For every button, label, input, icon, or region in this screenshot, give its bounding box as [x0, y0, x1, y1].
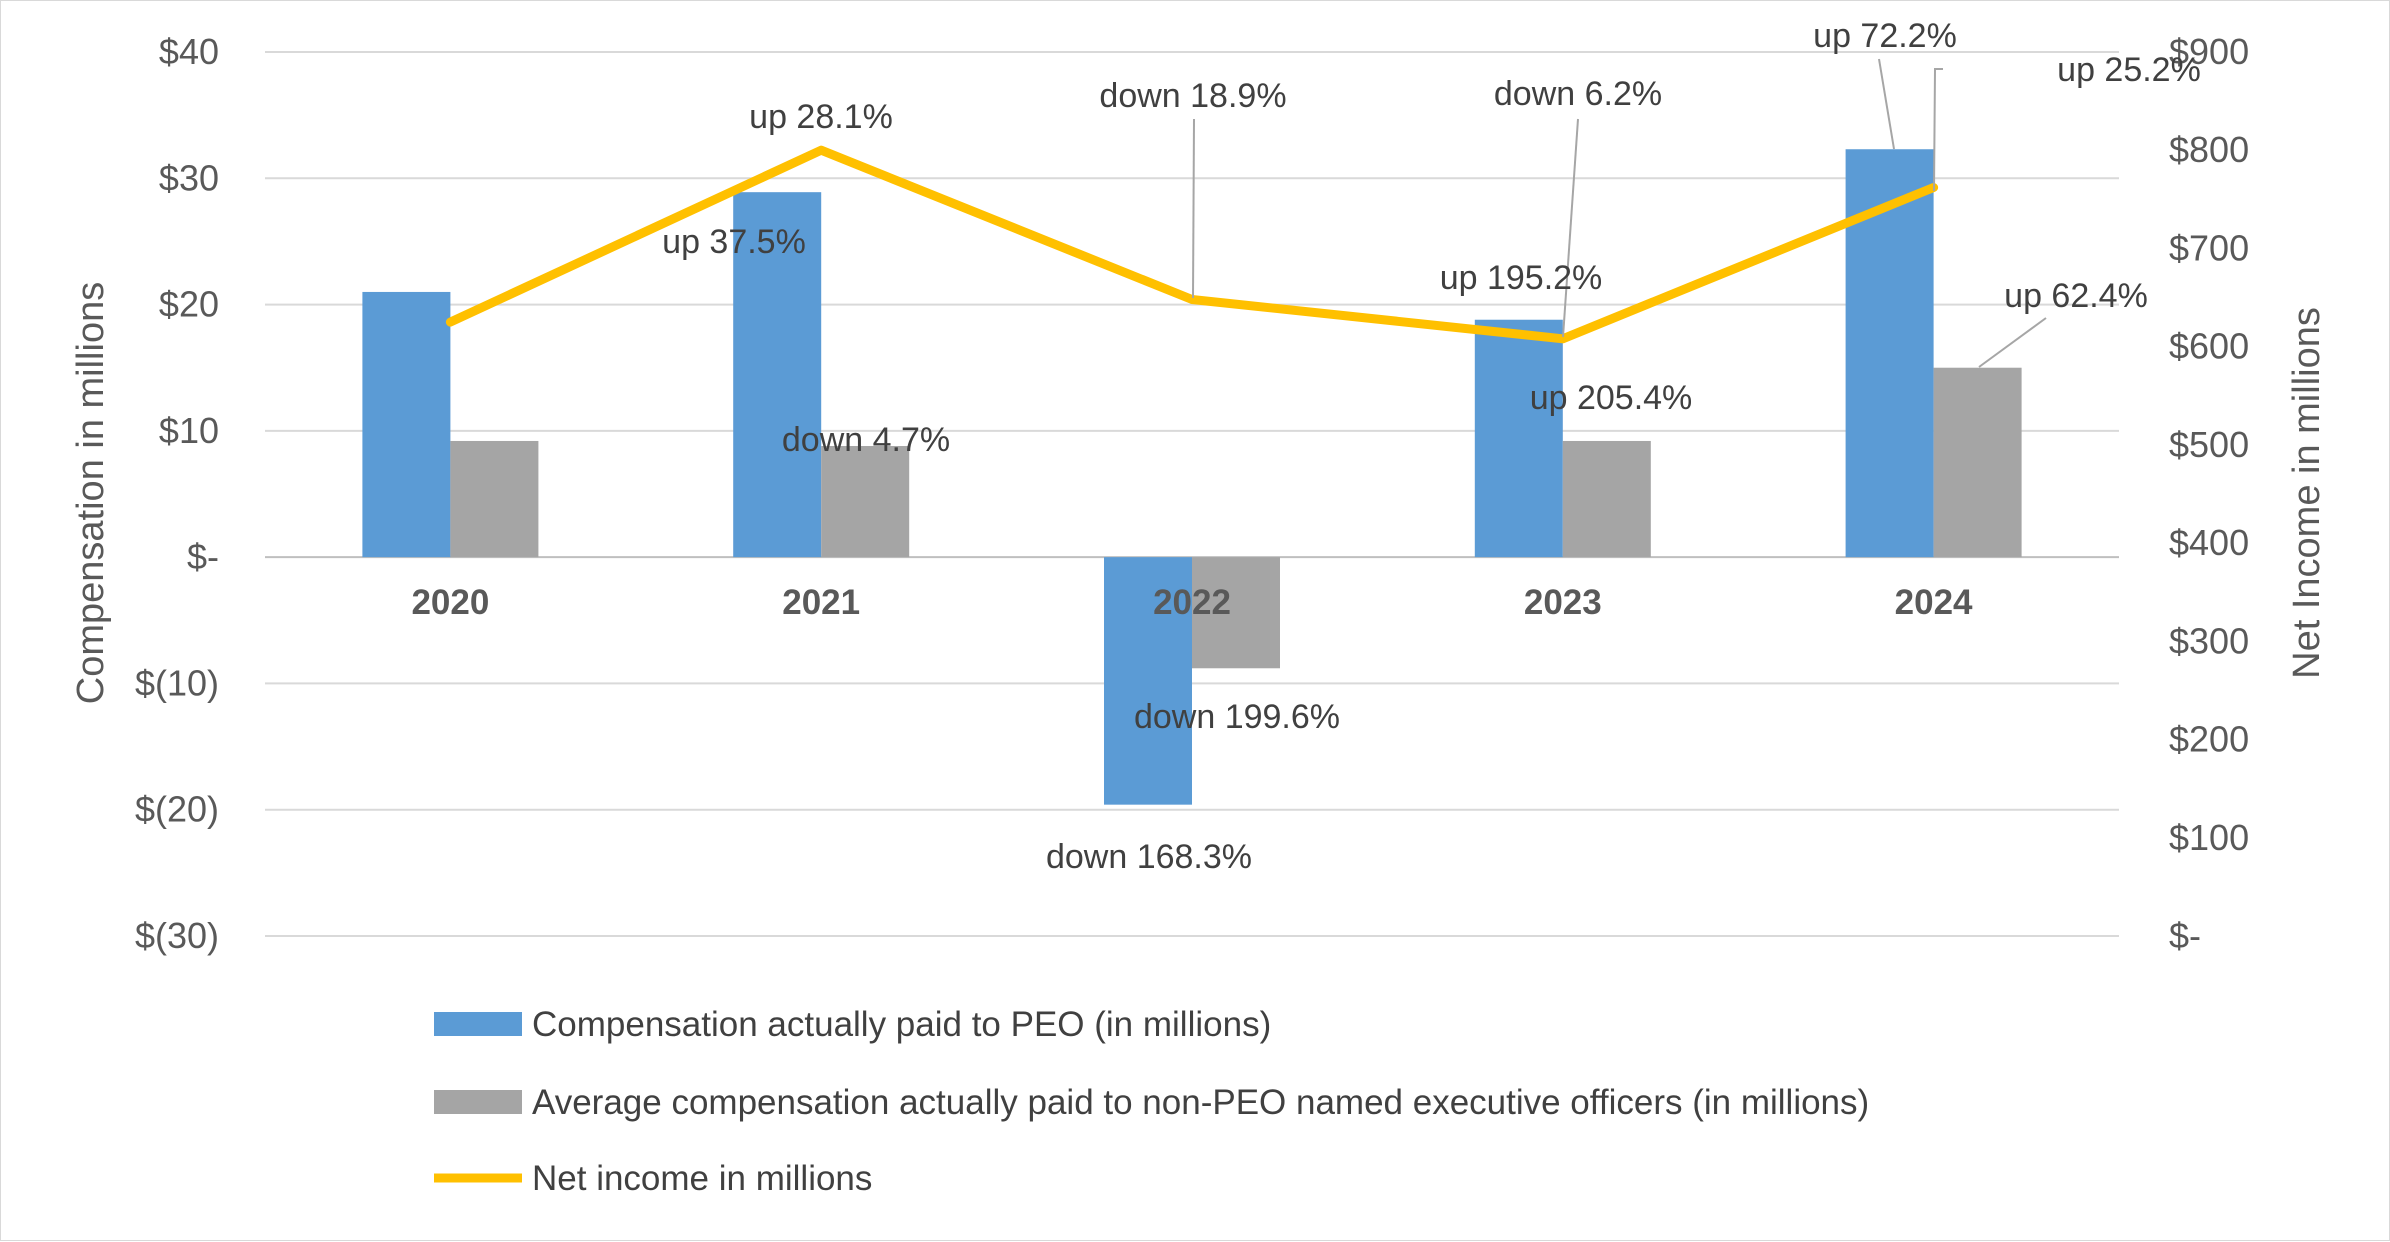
annotation-label: up 195.2%: [1440, 259, 1603, 297]
annotation-label: down 4.7%: [782, 421, 950, 459]
peo-bar: [362, 291, 451, 558]
annotation-label: up 72.2%: [1813, 17, 1957, 55]
legend-swatch-peo: [434, 1012, 522, 1036]
annotation-label: down 168.3%: [1046, 838, 1252, 876]
net-income-line-path: [445, 145, 1939, 344]
right-tick-label: $100: [2169, 817, 2249, 858]
right-tick-label: $500: [2169, 424, 2249, 465]
annotation-leader-line: [1562, 118, 1579, 338]
neo-bar: [821, 446, 910, 558]
legend: Compensation actually paid to PEO (in mi…: [434, 1005, 1869, 1198]
right-tick-label: $200: [2169, 719, 2249, 760]
annotation-label: up 25.2%: [2057, 51, 2201, 89]
right-tick-label: $700: [2169, 227, 2249, 268]
peo-bar: [733, 192, 822, 558]
leader-lines: [1192, 58, 2047, 368]
annotations: up 37.5% down 4.7% up 28.1% down 168.3% down…: [662, 17, 2201, 876]
right-tick-label: $400: [2169, 522, 2249, 563]
left-axis-title: Compensation in millions: [70, 282, 112, 704]
annotation-label: up 205.4%: [1530, 379, 1693, 417]
peo-bar: [1845, 149, 1934, 558]
annotation-label: up 37.5%: [662, 223, 806, 261]
annotation-label: down 199.6%: [1134, 698, 1340, 736]
legend-swatch-neo: [434, 1090, 522, 1114]
left-tick-label: $-: [187, 536, 219, 577]
net-income-line: [445, 145, 1939, 344]
left-tick-label: $(30): [135, 915, 219, 956]
annotation-label: up 28.1%: [749, 98, 893, 136]
right-axis-title: Net Income in millions: [2286, 307, 2328, 679]
legend-entry: Average compensation actually paid to no…: [532, 1083, 1869, 1122]
annotation-label: down 18.9%: [1099, 77, 1286, 115]
annotation-leader-line: [1933, 68, 1943, 192]
right-tick-label: $900: [2169, 31, 2249, 72]
annotation-label: up 62.4%: [2004, 277, 2148, 315]
annotation-leader-line: [1978, 317, 2047, 368]
neo-bar: [450, 440, 539, 558]
category-label: 2024: [1895, 583, 1973, 622]
peo-bar: [1104, 557, 1192, 805]
peo-bar: [1474, 319, 1563, 558]
right-tick-label: $600: [2169, 326, 2249, 367]
neo-bar: [1192, 557, 1280, 669]
annotation-label: down 6.2%: [1494, 75, 1662, 113]
tick-labels: $40 $30 $20 $10 $- $(10) $(20) $(30) $900 $800 $70…: [135, 31, 2249, 956]
left-tick-label: $(20): [135, 789, 219, 830]
left-tick-label: $10: [159, 410, 219, 451]
legend-entry: Net income in millions: [532, 1159, 872, 1198]
right-tick-label: $800: [2169, 129, 2249, 170]
left-tick-label: $40: [159, 31, 219, 72]
neo-bar: [1933, 367, 2022, 558]
left-tick-label: $20: [159, 284, 219, 325]
annotation-leader-line: [1192, 118, 1195, 299]
annotation-leader-line: [1878, 58, 1895, 150]
right-tick-label: $300: [2169, 620, 2249, 661]
category-label: 2021: [782, 583, 860, 622]
left-tick-label: $30: [159, 157, 219, 198]
category-label: 2023: [1524, 583, 1602, 622]
right-tick-label: $-: [2169, 915, 2201, 956]
neo-bar: [1562, 440, 1651, 558]
category-label: 2020: [411, 583, 489, 622]
bars: [362, 149, 2022, 805]
legend-entry: Compensation actually paid to PEO (in mi…: [532, 1005, 1271, 1044]
left-tick-label: $(10): [135, 662, 219, 703]
category-label: 2022: [1153, 583, 1231, 622]
